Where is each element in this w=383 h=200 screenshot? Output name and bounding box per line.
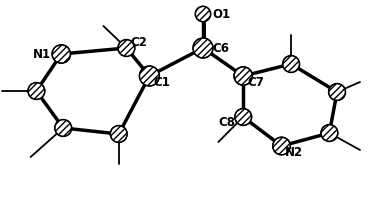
Ellipse shape (329, 84, 345, 100)
Ellipse shape (234, 67, 252, 85)
Text: N1: N1 (33, 47, 51, 60)
Ellipse shape (195, 6, 211, 22)
Text: N2: N2 (285, 146, 303, 158)
Ellipse shape (55, 120, 72, 136)
Ellipse shape (283, 56, 300, 72)
Text: O1: O1 (213, 7, 231, 21)
Text: C8: C8 (218, 116, 235, 129)
Ellipse shape (118, 40, 135, 56)
Ellipse shape (28, 83, 45, 99)
Ellipse shape (193, 38, 213, 58)
Text: C1: C1 (153, 75, 170, 88)
Ellipse shape (273, 137, 290, 155)
Ellipse shape (235, 109, 252, 125)
Ellipse shape (321, 125, 338, 141)
Ellipse shape (139, 66, 159, 86)
Ellipse shape (110, 126, 127, 142)
Text: C2: C2 (130, 36, 147, 49)
Text: C7: C7 (247, 75, 264, 88)
Text: C6: C6 (213, 42, 229, 54)
Ellipse shape (52, 45, 70, 63)
